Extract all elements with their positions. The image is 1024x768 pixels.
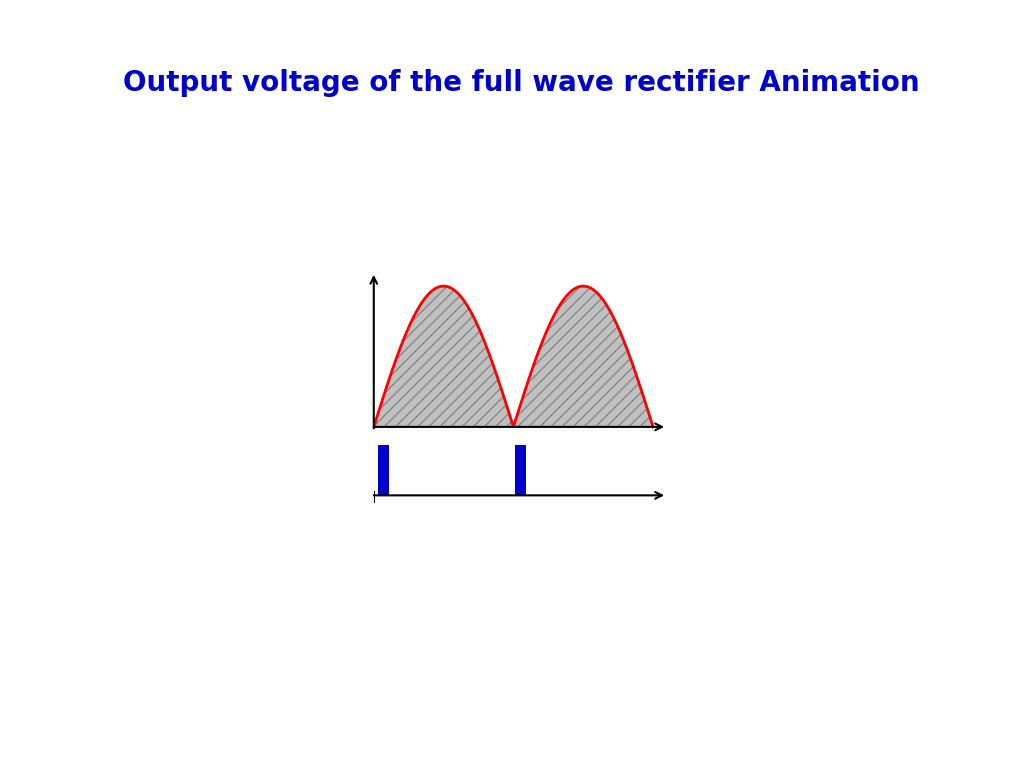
Text: Output voltage of the full wave rectifier Animation: Output voltage of the full wave rectifie… [123,69,920,97]
Bar [378,445,389,495]
Bar [515,445,526,495]
